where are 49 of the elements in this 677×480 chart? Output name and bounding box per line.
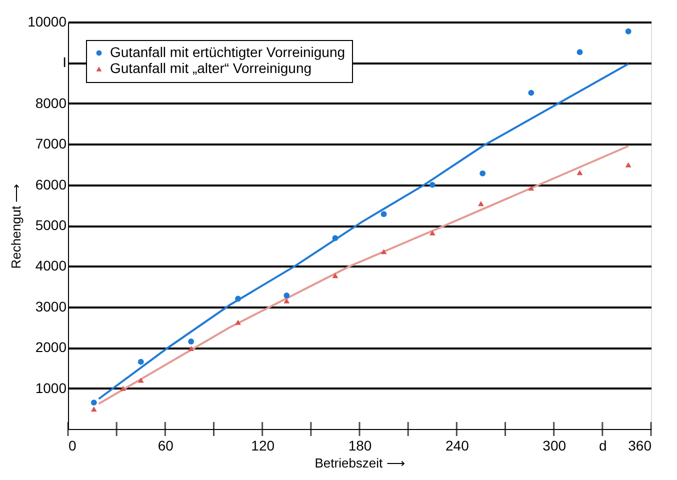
- point: [188, 338, 194, 344]
- point: [332, 235, 338, 242]
- x-tick-label: 60: [158, 438, 174, 454]
- point: [235, 320, 241, 325]
- point: [429, 182, 436, 188]
- point: [120, 386, 126, 391]
- point: [235, 296, 241, 302]
- legend-label: Gutanfall mit ertüchtigter Vorreinigung: [110, 44, 346, 60]
- y-tick-label: 4000: [35, 258, 67, 274]
- y-tick-label: 5000: [35, 217, 67, 233]
- x-tick-label: 240: [445, 438, 470, 454]
- y-axis-title: Rechengut ⟶: [8, 183, 24, 269]
- x-axis-title: Betriebszeit ⟶: [314, 456, 406, 470]
- x-tick-label: 180: [348, 438, 372, 454]
- point: [332, 273, 338, 278]
- point: [480, 170, 486, 176]
- point: [478, 200, 484, 206]
- y-tick-label: 2000: [35, 339, 67, 356]
- point: [90, 406, 97, 412]
- point: [380, 248, 387, 254]
- x-tick-label: 0: [68, 438, 76, 454]
- y-tick-label: I: [62, 54, 66, 70]
- point: [380, 211, 387, 218]
- point: [138, 358, 144, 365]
- point: [188, 346, 194, 351]
- point: [284, 298, 290, 304]
- x-tick-label: 120: [251, 438, 275, 454]
- line-series: [98, 145, 630, 405]
- point: [528, 90, 534, 96]
- point: [576, 170, 583, 176]
- y-tick-label: 8000: [35, 94, 67, 111]
- point: [429, 230, 436, 236]
- y-tick-label: 3000: [35, 298, 67, 314]
- point: [625, 162, 632, 168]
- point: [284, 292, 290, 298]
- point: [138, 378, 144, 383]
- line-series: [98, 62, 630, 400]
- y-tick-label: 6000: [35, 176, 67, 192]
- point: [528, 185, 534, 191]
- legend-label: Gutanfall mit „alter“ Vorreinigung: [110, 60, 312, 76]
- x-tick-label: 360: [628, 438, 652, 454]
- x-tick-label: 300: [542, 438, 566, 454]
- point: [625, 28, 632, 34]
- point: [90, 400, 97, 406]
- y-tick-label: 7000: [35, 136, 67, 152]
- y-tick-label: 1000: [35, 380, 67, 396]
- y-tick-label: 10000: [28, 14, 67, 30]
- point: [576, 49, 583, 56]
- x-tick-label: d: [599, 438, 607, 454]
